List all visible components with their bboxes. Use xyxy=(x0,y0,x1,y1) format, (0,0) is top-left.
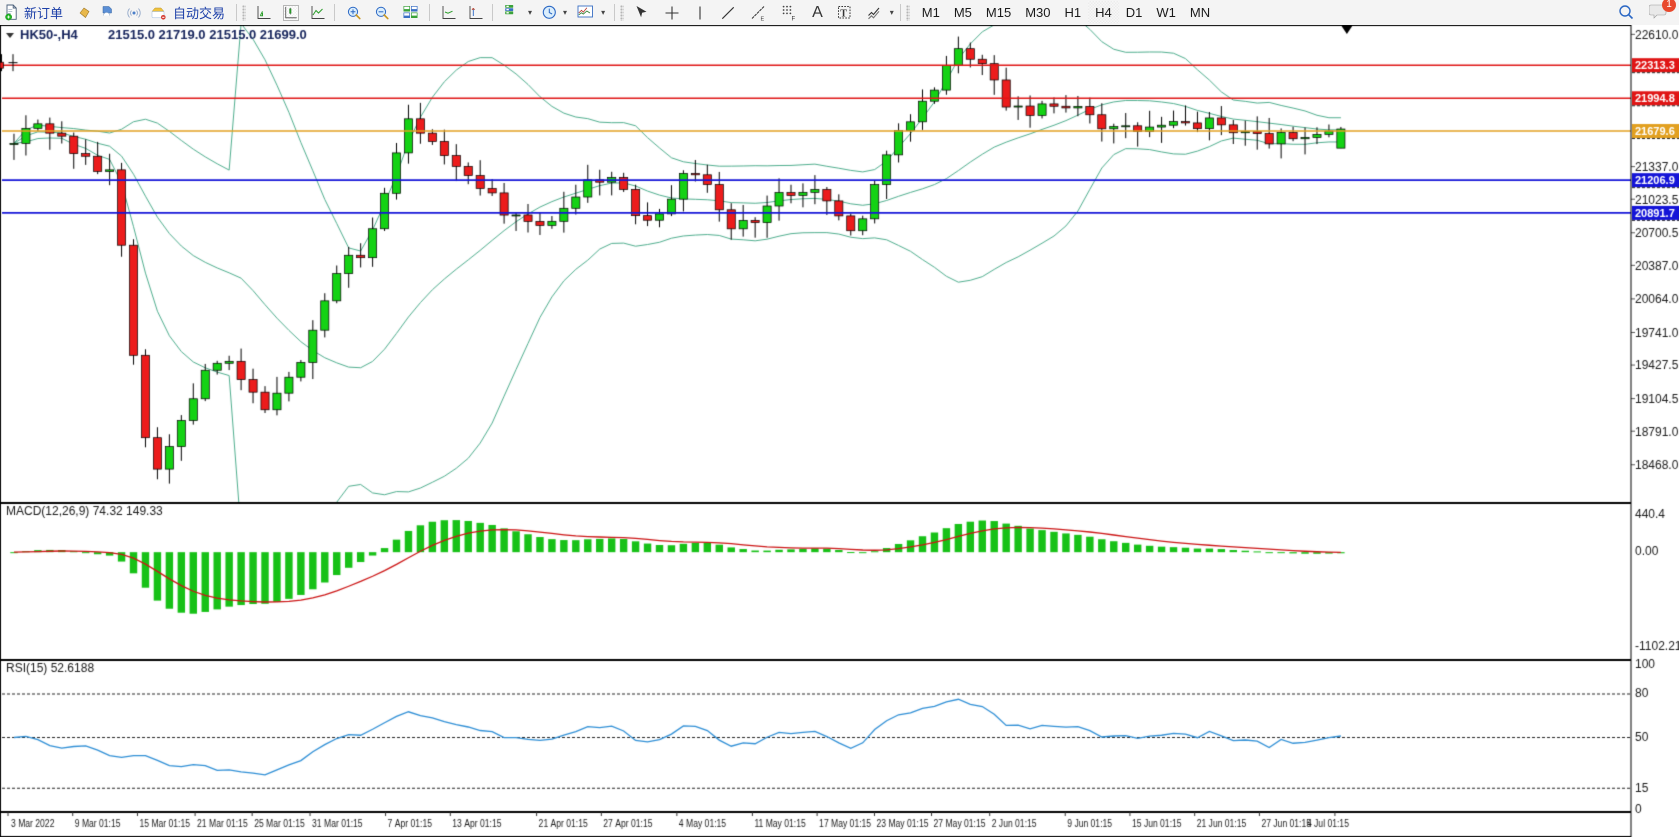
svg-text:F: F xyxy=(792,16,796,21)
svg-text:E: E xyxy=(761,16,765,21)
svg-text:T: T xyxy=(840,8,847,19)
